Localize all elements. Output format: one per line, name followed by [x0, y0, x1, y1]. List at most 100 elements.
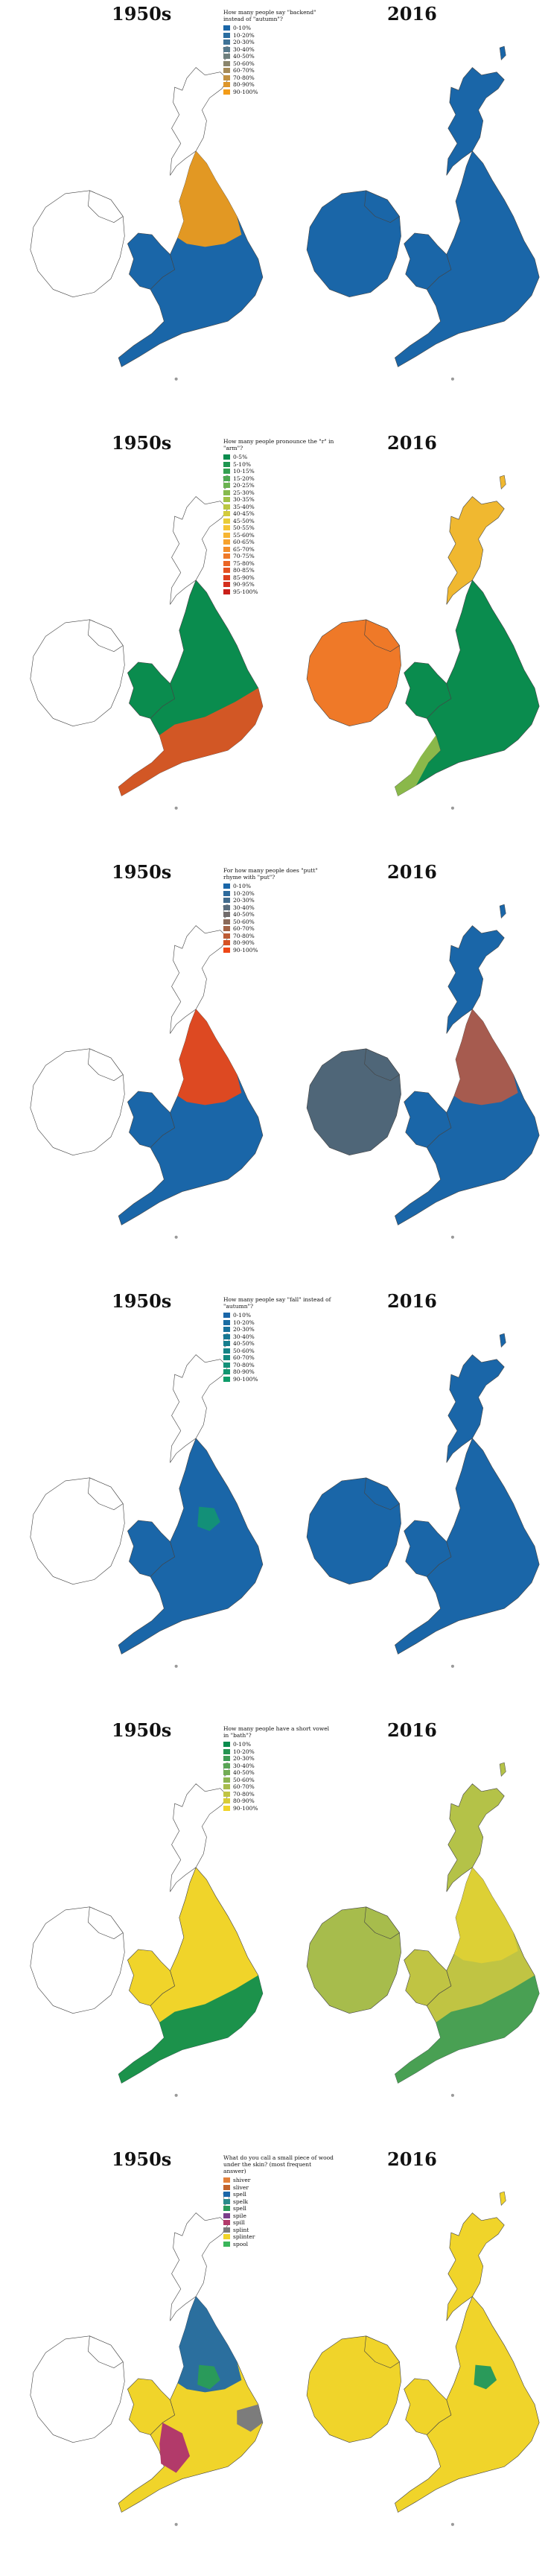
legend-label: 60-65% — [233, 539, 255, 546]
wales-region — [404, 1520, 452, 1577]
legend-swatch — [223, 461, 230, 467]
legend-swatch — [223, 89, 230, 95]
legend-swatch — [223, 912, 230, 918]
legend-label: 20-30% — [233, 1326, 255, 1333]
legend-item: 60-65% — [223, 539, 335, 546]
map-panel: 1950s 2016 How many people pronounce the "… — [0, 429, 548, 846]
channel-islands — [450, 806, 454, 810]
legend-item: spelk — [223, 2198, 335, 2206]
era-label-1950s: 1950s — [112, 861, 172, 883]
legend-swatch — [223, 2184, 230, 2190]
legend-item: 20-30% — [223, 897, 335, 904]
legend-label: 20-25% — [233, 482, 255, 489]
legend-label: 70-80% — [233, 1790, 255, 1798]
legend-item: 80-90% — [223, 939, 335, 947]
legend-swatch — [223, 582, 230, 588]
legend-label: 50-60% — [233, 1776, 255, 1783]
northern-ireland-region — [364, 190, 400, 223]
map-1950s — [30, 45, 264, 381]
legend-label: 0-10% — [233, 25, 251, 32]
legend-label: 5-10% — [233, 460, 251, 468]
map-legend: What do you call a small piece of wood u… — [223, 2154, 335, 2247]
legend-label: 10-20% — [233, 1319, 255, 1326]
legend-item: 40-45% — [223, 510, 335, 518]
legend-item: spell — [223, 2191, 335, 2198]
northern-ireland-region — [364, 1477, 400, 1511]
legend-label: splinter — [233, 2233, 255, 2241]
patch-region — [474, 2364, 497, 2390]
wales-region — [404, 1091, 452, 1148]
legend-label: 60-70% — [233, 67, 255, 74]
legend-item: 50-60% — [223, 1348, 335, 1355]
legend-swatch — [223, 1369, 230, 1375]
channel-islands — [174, 2093, 178, 2097]
south-england-region — [118, 1975, 263, 2084]
scotland-region — [170, 925, 229, 1034]
channel-islands — [174, 806, 178, 810]
map-panel: 1950s 2016 How many people have a short vo… — [0, 1716, 548, 2134]
legend-swatch — [223, 2192, 230, 2198]
map-1950s — [30, 1762, 264, 2097]
shetland-islands — [499, 475, 506, 489]
channel-islands — [174, 2522, 178, 2526]
legend-item: 0-10% — [223, 25, 335, 32]
legend-swatch — [223, 589, 230, 594]
legend-label: 80-90% — [233, 81, 255, 89]
legend-swatch — [223, 2220, 230, 2226]
legend-question: How many people have a short vowel in "b… — [223, 1725, 330, 1739]
legend-swatch — [223, 1742, 230, 1748]
legend-label: spelk — [233, 2198, 249, 2205]
scotland-region — [446, 2212, 505, 2321]
legend-item: 30-40% — [223, 46, 335, 54]
legend-item: 5-10% — [223, 461, 335, 469]
england-region — [118, 1438, 264, 1655]
north-england-region — [453, 1009, 518, 1105]
legend-swatch — [223, 546, 230, 552]
legend-item: spill — [223, 2219, 335, 2227]
map-legend: How many people pronounce the "r" in "ar… — [223, 438, 335, 595]
legend-swatch — [223, 1362, 230, 1368]
legend-swatch — [223, 46, 230, 52]
legend-label: 25-30% — [233, 489, 255, 496]
legend-swatch — [223, 39, 230, 45]
legend-item: 25-30% — [223, 489, 335, 497]
legend-swatch — [223, 883, 230, 889]
legend-swatch — [223, 1763, 230, 1768]
legend-item: 10-20% — [223, 1748, 335, 1756]
legend-swatch — [223, 68, 230, 74]
legend-item: 60-70% — [223, 1783, 335, 1791]
northern-ireland-region — [88, 2335, 124, 2369]
legend-item: 30-40% — [223, 904, 335, 912]
maps-svg — [30, 45, 540, 381]
legend-label: 0-10% — [233, 1312, 251, 1319]
scotland-region — [446, 496, 505, 605]
map-legend: How many people have a short vowel in "b… — [223, 1725, 335, 1812]
northern-ireland-region — [88, 190, 124, 223]
channel-islands — [450, 1664, 454, 1668]
wales-region — [404, 662, 452, 719]
legend-label: 50-55% — [233, 524, 255, 532]
shetland-islands — [499, 2191, 506, 2206]
legend-swatch — [223, 532, 230, 538]
legend-swatch — [223, 1341, 230, 1347]
legend-swatch — [223, 1756, 230, 1762]
legend-label: spile — [233, 2212, 246, 2219]
map-legend: How many people say "backend" instead of… — [223, 9, 335, 95]
legend-swatch — [223, 454, 230, 460]
legend-item: spile — [223, 2212, 335, 2220]
wales-region — [127, 1091, 175, 1148]
legend-item: 70-75% — [223, 553, 335, 560]
legend-item: 70-80% — [223, 1791, 335, 1798]
legend-item: 0-5% — [223, 454, 335, 461]
legend-question: How many people say "backend" instead of… — [223, 9, 316, 22]
legend-swatch — [223, 525, 230, 531]
legend-question: How many people pronounce the "r" in "ar… — [223, 438, 334, 451]
legend-label: sliver — [233, 2183, 249, 2191]
legend-label: 80-90% — [233, 939, 255, 947]
legend-label: 80-90% — [233, 1798, 255, 1805]
map-1950s — [30, 475, 264, 810]
maps-svg — [30, 1333, 540, 1668]
era-label-1950s: 1950s — [112, 1290, 172, 1312]
legend-item: 40-50% — [223, 53, 335, 60]
legend-swatch — [223, 1355, 230, 1361]
